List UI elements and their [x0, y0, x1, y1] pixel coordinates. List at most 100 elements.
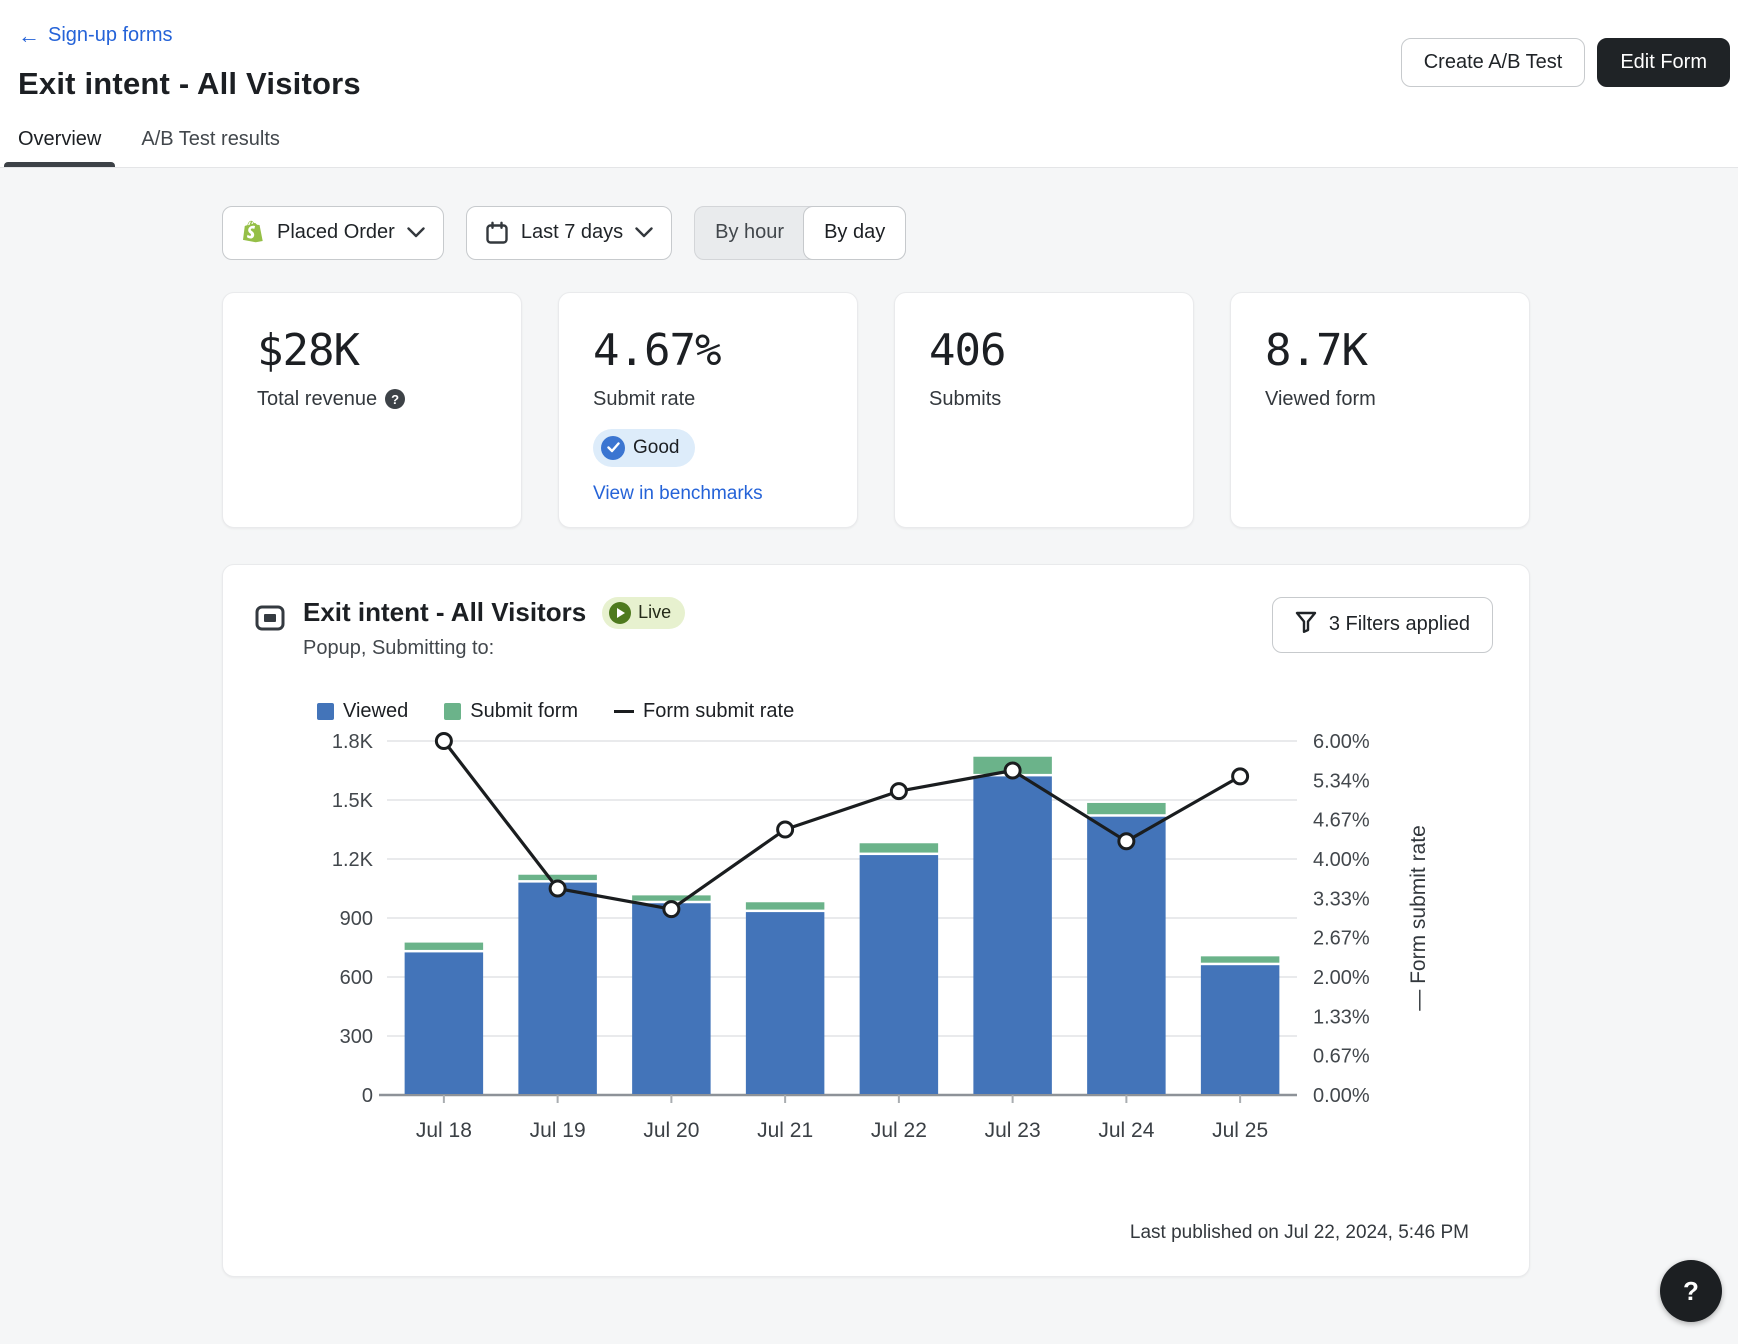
- viewed-bar: [859, 854, 939, 1094]
- metric-label: Total revenue: [257, 387, 378, 410]
- legend-label: Viewed: [343, 699, 409, 722]
- status-badge-good: Good: [593, 428, 696, 467]
- metric-card-viewed-form: 8.7K Viewed form: [1230, 291, 1530, 528]
- viewed-bar: [632, 902, 711, 1094]
- live-status-badge: Live: [602, 596, 686, 629]
- tab-overview[interactable]: Overview: [3, 128, 116, 167]
- right-axis-tick: 2.00%: [1313, 967, 1370, 989]
- filter-row: Placed Order Last 7 days By hour By day: [222, 205, 1530, 260]
- x-axis-label: Jul 24: [1098, 1119, 1154, 1142]
- right-axis-tick: 6.00%: [1313, 731, 1370, 753]
- last-published-label: Last published on Jul 22, 2024, 5:46 PM: [1129, 1221, 1469, 1243]
- funnel-icon: [1295, 611, 1317, 639]
- metric-card-submits: 406 Submits: [894, 291, 1194, 528]
- back-arrow-icon: ←: [18, 22, 40, 48]
- right-axis-tick: 4.67%: [1313, 809, 1370, 831]
- form-submit-rate-point: [1117, 831, 1136, 850]
- create-ab-test-button[interactable]: Create A/B Test: [1400, 38, 1586, 87]
- form-submit-rate-point: [889, 781, 908, 800]
- play-icon: [609, 601, 632, 624]
- form-submit-rate-point: [776, 820, 795, 838]
- submit-form-bar: [632, 894, 711, 901]
- metric-value: 406: [929, 324, 1006, 376]
- chevron-down-icon: [407, 227, 425, 238]
- legend-item-form-submit-rate: Form submit rate: [614, 700, 794, 723]
- right-axis-title: — Form submit rate: [1407, 825, 1430, 1011]
- x-axis-label: Jul 19: [530, 1119, 586, 1142]
- viewed-bar: [1200, 964, 1280, 1094]
- viewed-swatch: [317, 702, 334, 720]
- form-submit-rate-point: [662, 899, 681, 918]
- help-button[interactable]: ?: [1660, 1260, 1722, 1322]
- submit-form-bar: [1200, 955, 1280, 963]
- viewed-bar: [973, 775, 1052, 1094]
- viewed-bar: [1087, 816, 1166, 1094]
- back-link[interactable]: ← Sign-up forms: [18, 24, 173, 47]
- metric-label: Viewed form: [1265, 387, 1376, 410]
- metric-dropdown[interactable]: Placed Order: [222, 205, 444, 260]
- metric-card-row: $28K Total revenue ? 4.67% Submit rate G…: [222, 291, 1530, 528]
- filters-applied-button[interactable]: 3 Filters applied: [1271, 596, 1493, 653]
- edit-form-button[interactable]: Edit Form: [1597, 38, 1730, 87]
- form-card-subtitle: Popup, Submitting to:: [303, 636, 495, 659]
- metric-dropdown-value: Placed Order: [277, 221, 395, 243]
- popup-form-icon: [255, 605, 285, 660]
- help-icon[interactable]: ?: [385, 389, 406, 409]
- left-axis-tick: 1.5K: [332, 790, 374, 812]
- segment-by-day[interactable]: By day: [803, 205, 907, 260]
- form-submit-rate-point: [434, 731, 453, 750]
- chevron-down-icon: [635, 227, 653, 238]
- form-submit-rate-point: [1231, 766, 1250, 785]
- right-axis-tick: 2.67%: [1313, 927, 1370, 949]
- submit-form-bar: [859, 842, 939, 853]
- view-benchmarks-link[interactable]: View in benchmarks: [593, 482, 763, 504]
- metric-label: Submit rate: [593, 387, 696, 410]
- tab-bar: Overview A/B Test results: [3, 127, 1738, 167]
- metric-label: Submits: [929, 387, 1002, 410]
- granularity-toggle: By hour By day: [694, 205, 907, 260]
- x-axis-label: Jul 21: [757, 1119, 813, 1142]
- form-submit-rate-point: [1003, 761, 1022, 779]
- filters-applied-label: 3 Filters applied: [1328, 613, 1470, 635]
- metric-value: $28K: [257, 324, 360, 376]
- date-range-dropdown[interactable]: Last 7 days: [465, 205, 673, 260]
- left-axis-tick: 1.2K: [332, 849, 374, 871]
- segment-by-hour[interactable]: By hour: [715, 221, 785, 243]
- submit-form-bar: [1087, 802, 1166, 814]
- right-axis-tick: 0.00%: [1313, 1085, 1370, 1107]
- submit-form-swatch: [444, 702, 462, 720]
- metric-card-total-revenue: $28K Total revenue ?: [222, 291, 522, 528]
- left-axis-tick: 1.8K: [332, 731, 374, 753]
- badge-label: Good: [633, 436, 680, 458]
- form-submit-rate-point: [548, 879, 567, 897]
- left-axis-tick: 900: [340, 908, 373, 930]
- left-axis-tick: 0: [362, 1085, 373, 1107]
- metric-value: 8.7K: [1265, 324, 1368, 376]
- chart-legend: Viewed Submit form Form submit rate: [317, 700, 1493, 723]
- submit-form-bar: [518, 874, 597, 880]
- header-actions: Create A/B Test Edit Form: [1400, 38, 1730, 87]
- chart-svg: 0 300 600 900 1.2K 1.5K 1.8K 0.00% 0.67% 1.33% 2.0…: [332, 731, 1430, 1142]
- legend-label: Form submit rate: [643, 699, 795, 722]
- shopify-icon: [241, 220, 265, 246]
- left-axis-tick: 300: [340, 1026, 373, 1048]
- left-axis-tick: 600: [340, 967, 373, 989]
- date-range-value: Last 7 days: [520, 221, 624, 243]
- x-axis-label: Jul 22: [871, 1119, 927, 1142]
- page-title: Exit intent - All Visitors: [18, 65, 361, 101]
- submit-form-bar: [745, 901, 825, 910]
- legend-label: Submit form: [470, 699, 579, 722]
- bar-line-chart[interactable]: 0 300 600 900 1.2K 1.5K 1.8K 0.00% 0.67% 1.33% 2.0…: [317, 727, 1493, 1218]
- form-submit-rate-swatch: [614, 709, 635, 713]
- form-performance-card: Exit intent - All Visitors Live Popup, S…: [222, 563, 1530, 1277]
- metric-card-submit-rate: 4.67% Submit rate Good View in benchmark…: [558, 291, 858, 528]
- tab-ab-test-results[interactable]: A/B Test results: [141, 127, 280, 150]
- metric-value: 4.67%: [593, 324, 721, 376]
- submit-form-bar: [404, 942, 484, 950]
- x-axis-label: Jul 25: [1212, 1119, 1268, 1142]
- x-axis-label: Jul 23: [985, 1119, 1041, 1142]
- back-link-label: Sign-up forms: [48, 24, 173, 46]
- right-axis-tick: 1.33%: [1313, 1006, 1370, 1028]
- viewed-bar: [518, 882, 597, 1094]
- viewed-bar: [404, 951, 484, 1094]
